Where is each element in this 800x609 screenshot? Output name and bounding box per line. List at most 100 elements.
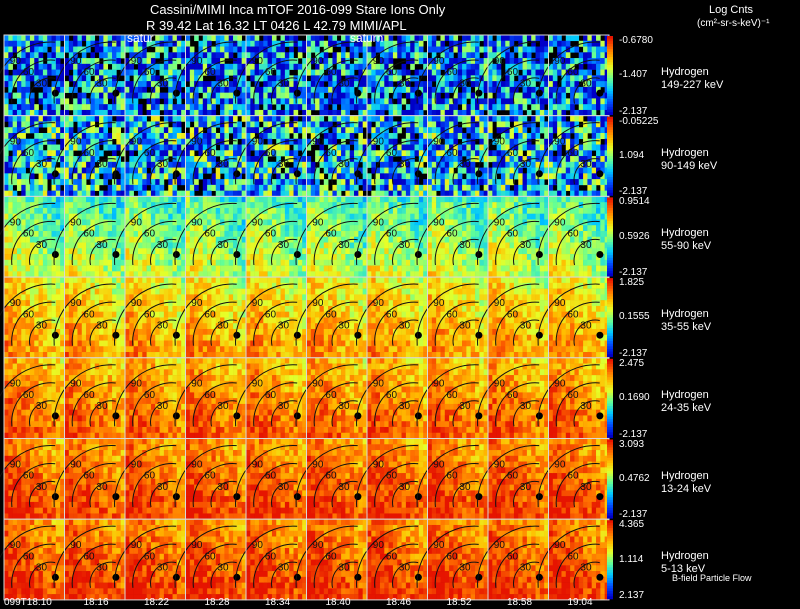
contour-label: 60	[446, 471, 458, 482]
planet-marker	[414, 251, 422, 258]
contour-line	[132, 59, 177, 104]
planet-marker	[596, 493, 604, 501]
colorbar-tick-label: 0.5926	[619, 230, 650, 242]
colorbar-tick-label: 1.114	[619, 553, 644, 565]
contour-label: 90	[494, 379, 506, 390]
contour-line	[537, 122, 600, 185]
contour-line	[356, 525, 419, 588]
contour-label: 90	[70, 217, 82, 228]
contour-line	[392, 158, 419, 185]
contour-label: 30	[217, 321, 229, 332]
planet-marker	[233, 251, 241, 258]
contour-line	[253, 59, 298, 104]
contour-label: 60	[325, 309, 337, 320]
planet-marker	[535, 331, 543, 339]
contour-line	[0, 525, 56, 559]
contour-label: 90	[312, 298, 324, 309]
contour-label: 60	[83, 67, 95, 78]
contour-line	[174, 202, 237, 266]
planet-marker	[112, 170, 120, 178]
contour-line	[271, 561, 298, 588]
planet-marker	[535, 493, 543, 501]
energy-range: 55-90 keV	[661, 240, 712, 253]
colorbar-tick-label: 2.475	[619, 357, 645, 369]
contour-label: 30	[217, 401, 229, 412]
contour-line	[313, 140, 358, 185]
contour-line	[374, 382, 419, 427]
planet-marker	[172, 331, 180, 339]
contour-label: 30	[36, 78, 48, 89]
contour-label: 30	[520, 159, 532, 170]
contour-label: 90	[131, 540, 143, 551]
contour-label: 30	[157, 563, 169, 574]
contour-label: 60	[446, 390, 458, 401]
contour-line	[416, 525, 479, 588]
contour-label: 60	[567, 67, 579, 78]
contour-line	[174, 364, 237, 427]
contour-label: 90	[252, 298, 264, 309]
contour-line	[174, 122, 237, 185]
contour-line	[210, 480, 237, 508]
contour-line	[89, 158, 116, 185]
contour-label: 60	[507, 229, 519, 240]
contour-line	[192, 140, 237, 185]
colorbar	[607, 439, 613, 519]
contour-line	[132, 543, 177, 588]
contour-label: 30	[459, 563, 471, 574]
contour-line	[29, 400, 56, 427]
contour-line	[11, 220, 56, 266]
contour-line	[313, 462, 358, 508]
contour-line	[313, 382, 358, 427]
contour-line	[53, 122, 116, 185]
contour-label: 90	[554, 217, 566, 228]
contour-label: 30	[157, 159, 169, 170]
contour-label: 90	[494, 56, 506, 67]
energy-channel-label: Hydrogen 55-90 keV	[661, 227, 711, 253]
contour-label: 60	[507, 148, 519, 159]
planet-marker	[596, 170, 604, 178]
colorbar-tick-label: -0.05225	[619, 115, 659, 127]
contour-label: 60	[83, 148, 95, 159]
contour-line	[573, 158, 600, 185]
contour-line	[71, 462, 116, 508]
contour-label: 30	[36, 240, 48, 251]
contour-label: 30	[96, 321, 108, 332]
contour-line	[71, 301, 116, 346]
planet-marker	[172, 573, 180, 581]
planet-marker	[535, 412, 543, 420]
planet-marker	[414, 331, 422, 339]
contour-line	[29, 319, 56, 346]
contour-label: 90	[433, 56, 445, 67]
contour-line	[11, 59, 56, 104]
contour-line	[253, 220, 298, 266]
contour-line	[192, 301, 237, 346]
contour-line	[477, 41, 540, 104]
contour-label: 60	[23, 67, 35, 78]
planet-marker	[414, 412, 422, 420]
planet-marker	[414, 493, 422, 501]
contour-label: 60	[446, 229, 458, 240]
contour-label: 90	[494, 298, 506, 309]
contour-label: 60	[265, 551, 277, 562]
planet-marker	[414, 89, 422, 97]
contour-label: 30	[520, 482, 532, 493]
contour-line	[434, 382, 479, 427]
contour-line	[29, 77, 56, 104]
energy-channel-label: Hydrogen 90-149 keV	[661, 147, 717, 173]
contour-label: 90	[312, 56, 324, 67]
contour-label: 30	[580, 78, 592, 89]
contour-label: 90	[191, 137, 203, 148]
contour-label: 60	[144, 229, 156, 240]
contour-label: 90	[554, 56, 566, 67]
contour-line	[271, 158, 298, 185]
